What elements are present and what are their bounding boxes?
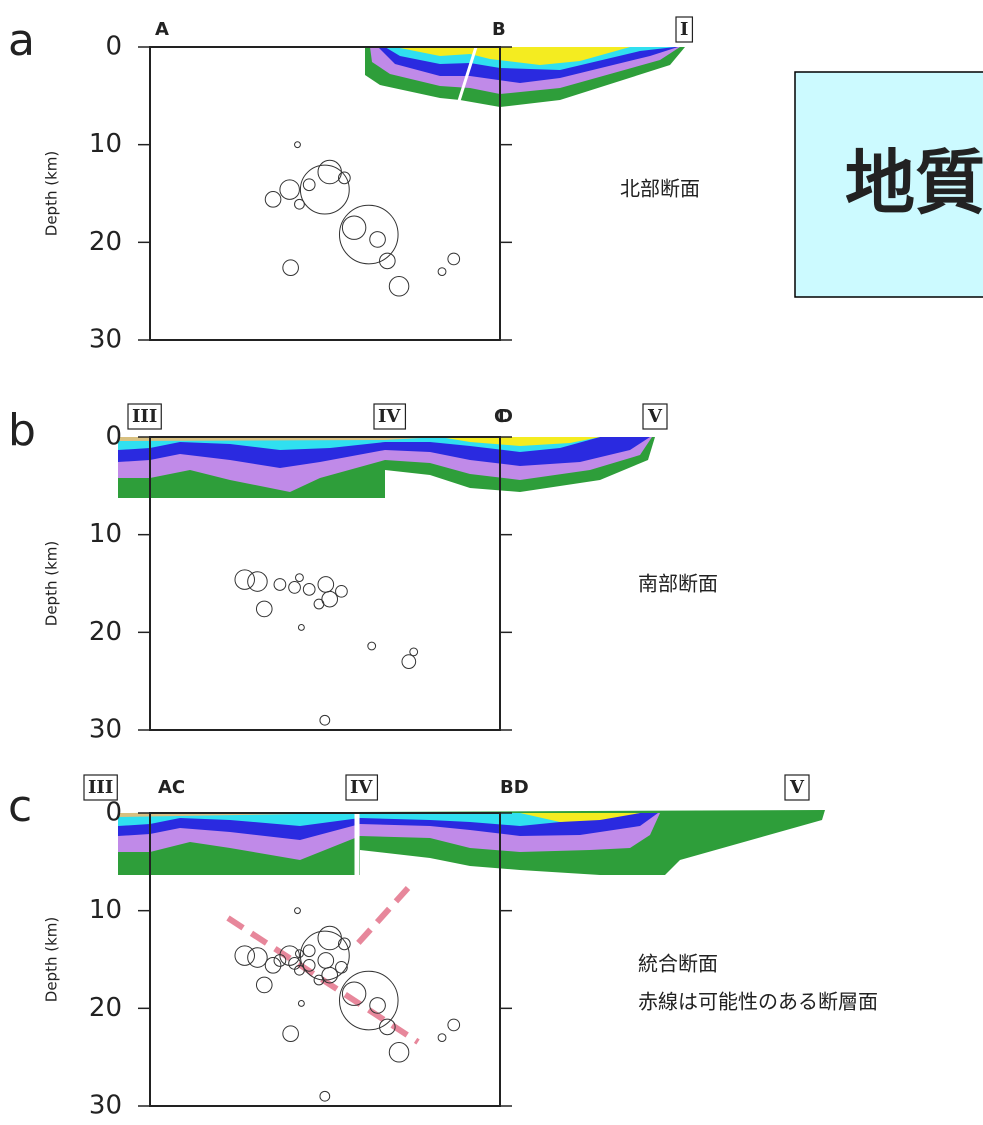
section-label: III [88,777,113,798]
caption: 南部断面 [638,572,718,596]
y-tick-label: 0 [105,32,122,62]
y-tick-label: 20 [89,227,122,257]
section-label: IV [378,406,401,427]
y-tick-label: 10 [89,129,122,159]
caption: 赤線は可能性のある断層面 [638,990,878,1014]
section-label: V [789,777,805,798]
section-label: BD [500,777,529,798]
section-label: IV [350,777,373,798]
y-tick-label: 20 [89,617,122,647]
y-tick-label: 0 [105,798,122,828]
y-tick-label: 20 [89,993,122,1023]
y-tick-label: 10 [89,519,122,549]
y-axis-label: Depth (km) [43,541,61,626]
y-tick-label: 0 [105,422,122,452]
section-label: AC [158,777,185,798]
section-label: III [132,406,157,427]
section-label: I [680,19,688,40]
y-tick-label: 30 [89,1091,122,1121]
y-tick-label: 30 [89,325,122,355]
panel-label: a [8,15,35,66]
caption: 北部断面 [620,177,700,201]
y-tick-label: 10 [89,895,122,925]
section-label: D [498,406,513,427]
y-axis-label: Depth (km) [43,151,61,236]
section-label: B [492,19,506,40]
y-tick-label: 30 [89,715,122,745]
slide-title: 地質 [845,142,983,224]
panel-label: c [8,781,32,832]
figure: 地質 a Depth (km) 0 10 20 30 A B I 北部断面 b Depth (km) 0… [0,0,983,1125]
section-label: A [155,19,169,40]
y-axis-label: Depth (km) [43,917,61,1002]
caption: 統合断面 [638,952,718,976]
section-label: V [647,406,663,427]
panel-label: b [8,405,36,456]
